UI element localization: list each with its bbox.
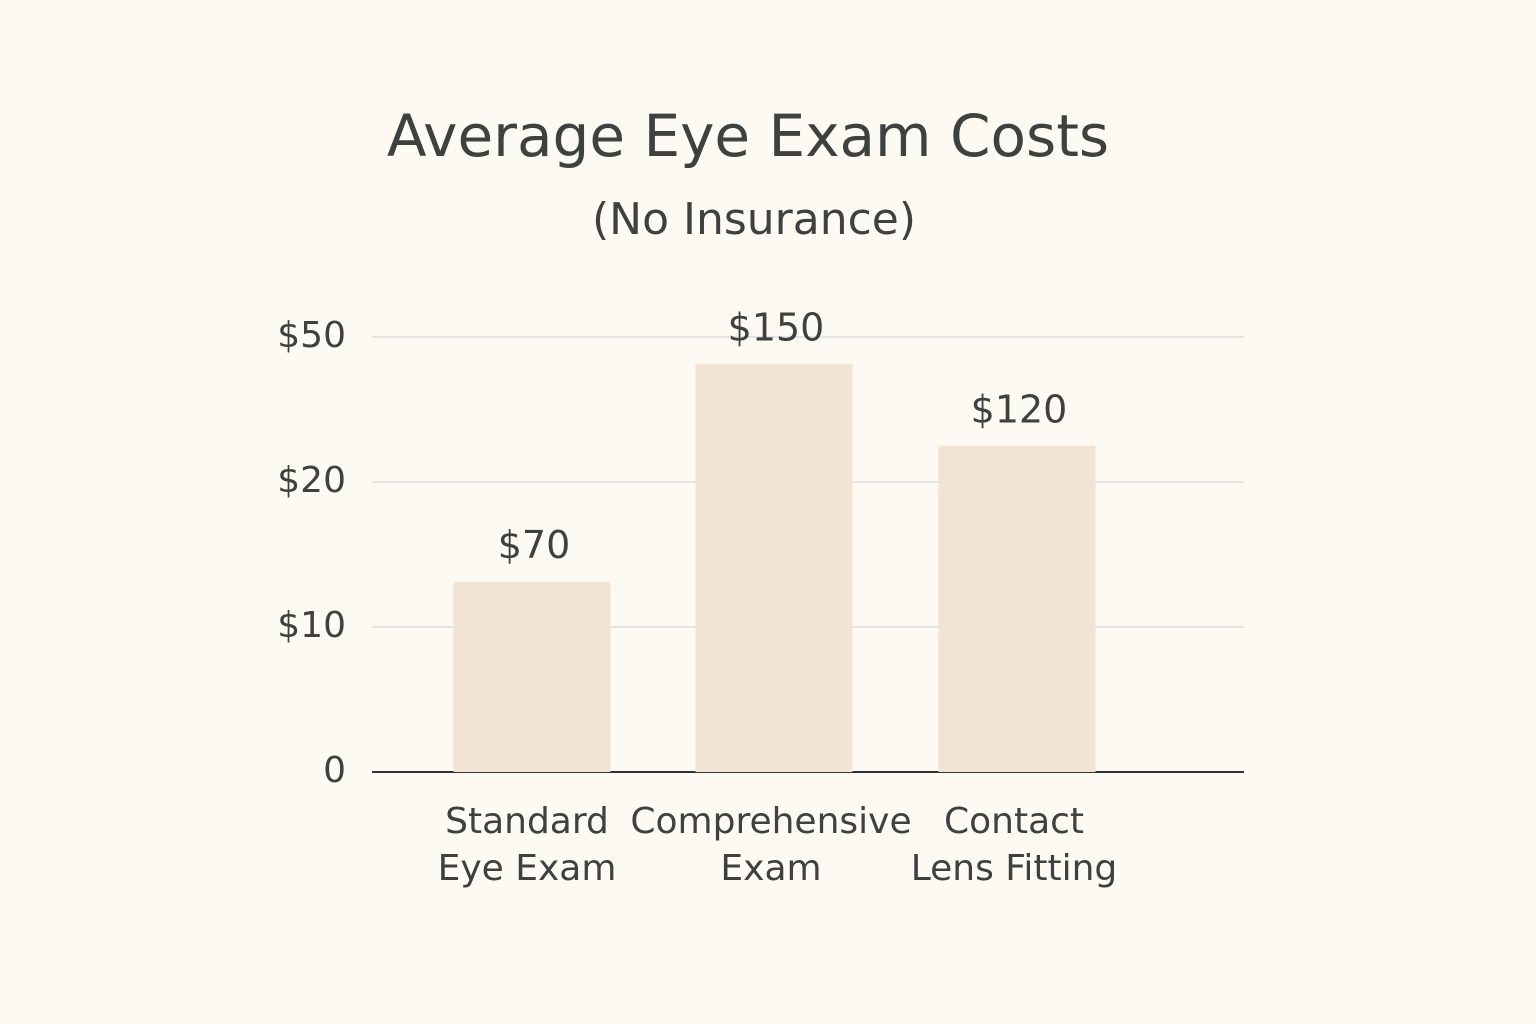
x-tick-label: Eye Exam	[438, 848, 617, 889]
x-tick-label: Comprehensive	[630, 801, 911, 842]
value-label: $120	[971, 387, 1068, 431]
value-label: $150	[728, 306, 825, 350]
bar	[938, 445, 1096, 772]
y-tick-label: $10	[277, 605, 346, 646]
chart-subtitle: (No Insurance)	[592, 194, 916, 245]
x-tick-label: Standard	[445, 801, 609, 842]
y-tick-label: 0	[323, 750, 346, 791]
x-tick-label: Contact	[944, 801, 1084, 842]
value-label: $70	[498, 523, 571, 567]
x-tick-label: Lens Fitting	[911, 848, 1118, 889]
bar	[453, 581, 611, 772]
chart-title: Average Eye Exam Costs	[387, 102, 1109, 170]
bar	[695, 364, 853, 772]
y-tick-label: $50	[277, 315, 346, 356]
x-tick-label: Exam	[720, 848, 821, 889]
y-tick-label: $20	[277, 460, 346, 501]
